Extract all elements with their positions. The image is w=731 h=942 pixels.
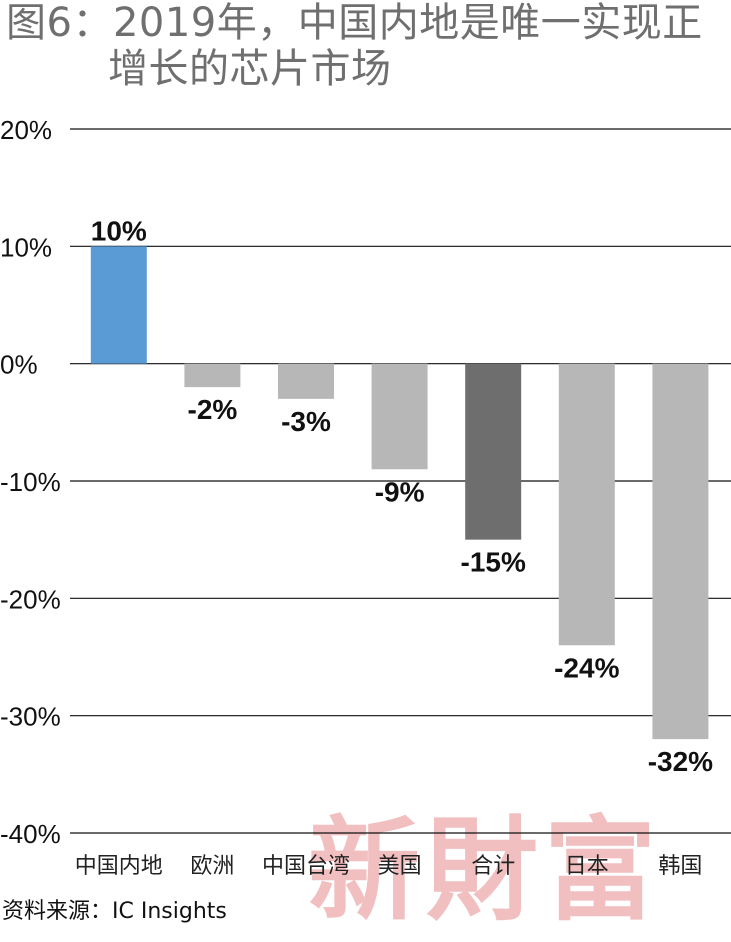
title-line-1: 图6：2019年，中国内地是唯一实现正 <box>6 0 703 46</box>
gridlines <box>70 128 731 834</box>
data-label: -2% <box>188 394 238 425</box>
category-label: 合计 <box>471 854 515 879</box>
x-axis-categories: 中国内地 欧洲 中国台湾 美国 合计 日本 韩国 <box>75 854 703 879</box>
source-note: 资料来源：IC Insights <box>2 899 227 924</box>
category-label: 欧洲 <box>190 854 234 879</box>
bar <box>558 363 615 646</box>
category-label: 美国 <box>378 854 422 879</box>
data-labels: 10% -2% -3% -9% -15% -24% -32% <box>91 215 713 777</box>
category-label: 日本 <box>565 854 609 879</box>
chart-title: 图6：2019年，中国内地是唯一实现正 增长的芯片市场 <box>6 0 731 92</box>
bar <box>184 363 241 388</box>
category-label: 中国台湾 <box>262 854 350 879</box>
y-tick-label: -20% <box>0 584 61 614</box>
y-tick-label: 0% <box>0 350 38 380</box>
bar <box>465 363 522 540</box>
bar <box>90 246 147 364</box>
watermark: 新財富 <box>308 805 662 936</box>
y-tick-label: -30% <box>0 702 61 732</box>
bars <box>90 246 709 740</box>
y-tick-label: -40% <box>0 819 61 849</box>
data-label: -15% <box>461 547 526 578</box>
y-tick-label: 10% <box>0 232 52 262</box>
bar <box>371 363 428 470</box>
data-label: 10% <box>91 215 147 246</box>
bar <box>278 363 334 399</box>
y-axis-ticks: 20% 10% 0% -10% -20% -30% -40% <box>0 115 61 849</box>
category-label: 韩国 <box>658 854 702 879</box>
data-label: -24% <box>554 652 619 683</box>
y-tick-label: -10% <box>0 467 61 497</box>
category-label: 中国内地 <box>75 854 163 879</box>
data-label: -32% <box>648 746 713 777</box>
data-label: -9% <box>375 476 425 507</box>
y-tick-label: 20% <box>0 115 52 145</box>
data-label: -3% <box>281 406 331 437</box>
title-line-2: 增长的芯片市场 <box>108 46 392 92</box>
bar <box>652 363 709 740</box>
